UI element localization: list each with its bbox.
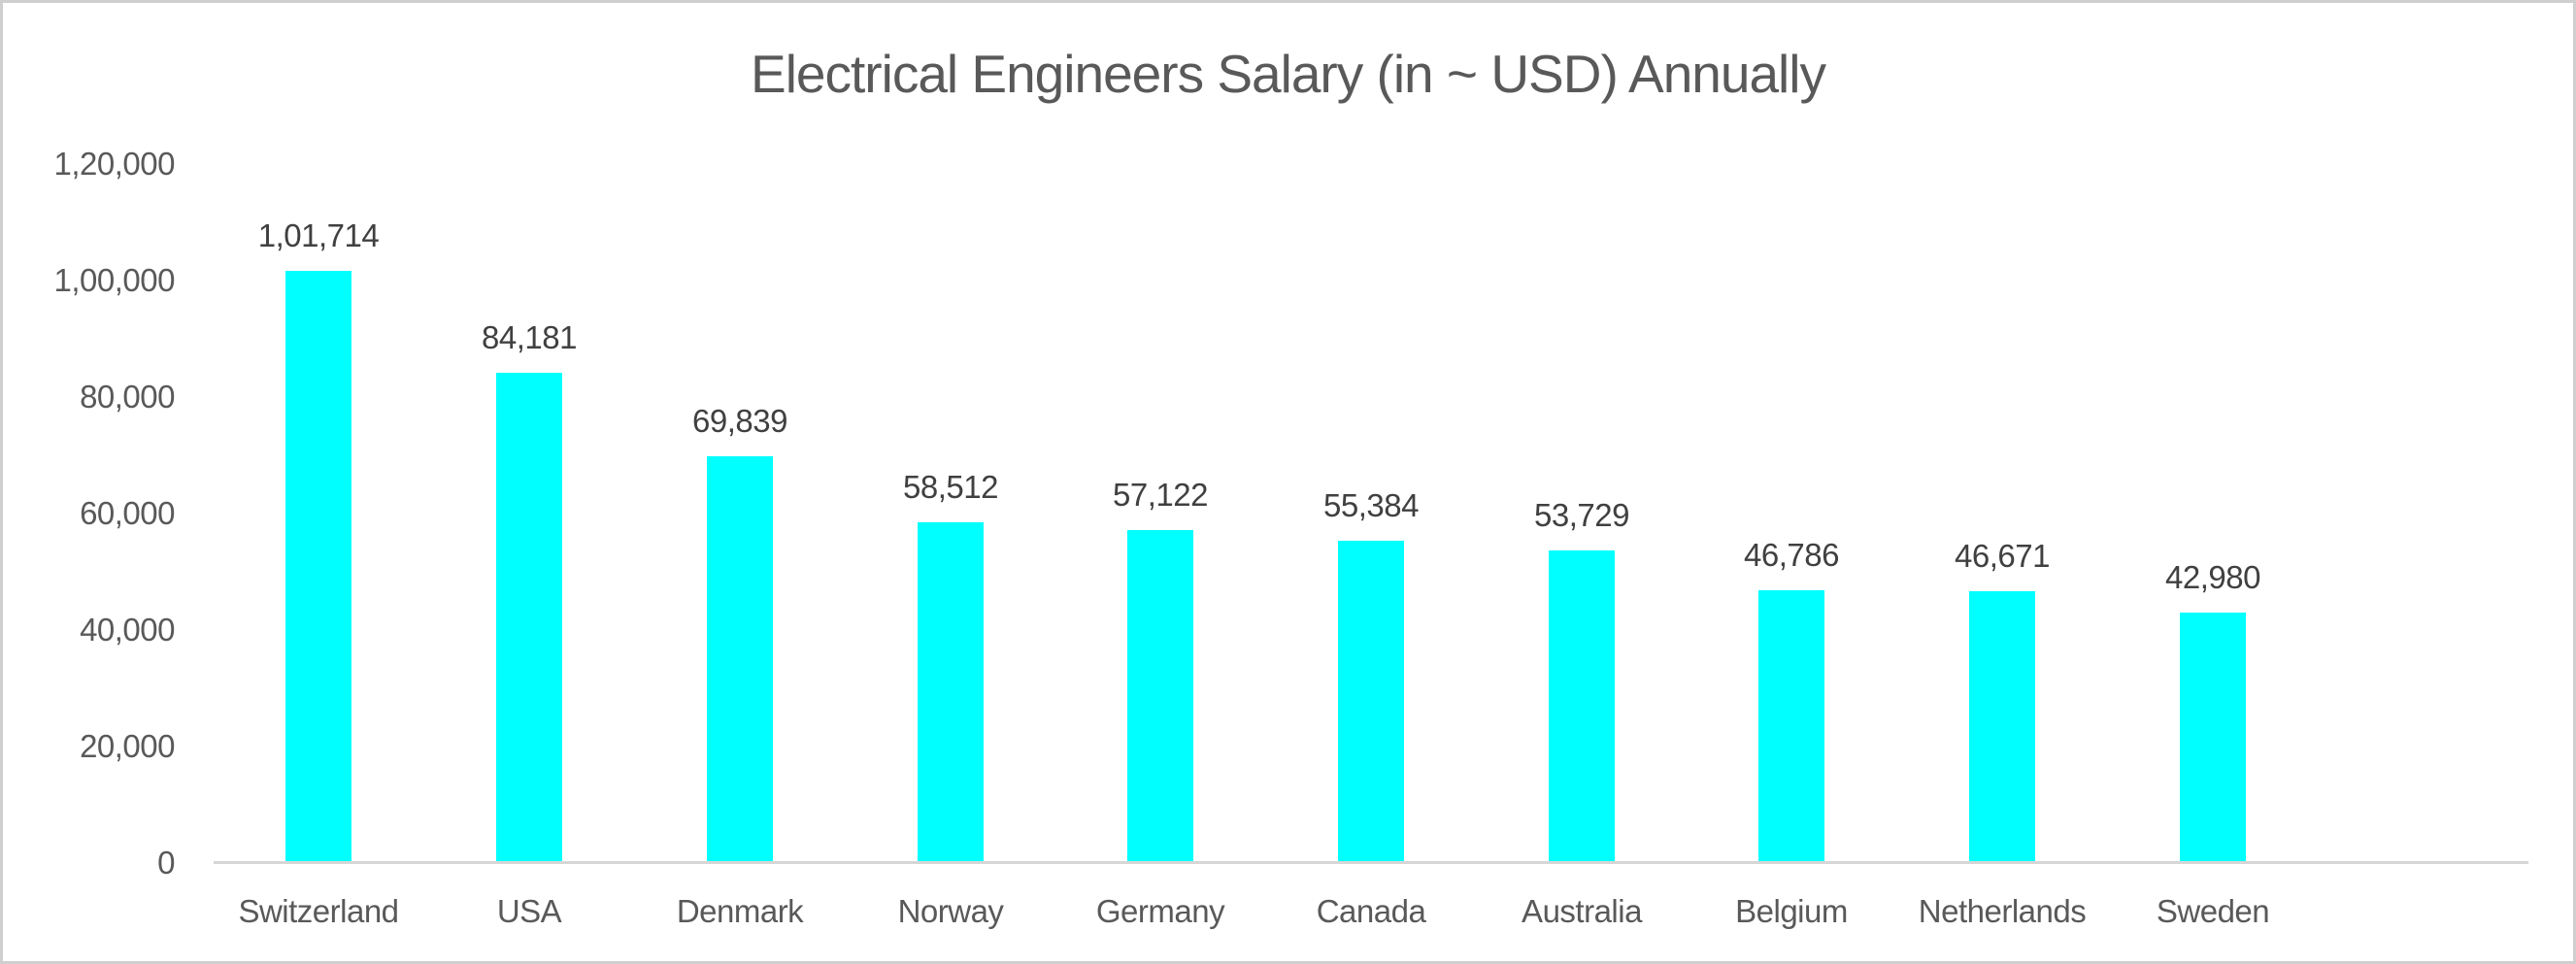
- data-label-netherlands: 46,671: [1955, 538, 2050, 574]
- bar-denmark: [707, 456, 773, 861]
- y-axis-tick-label-60000: 60,000: [80, 495, 175, 531]
- y-axis-tick-label-80000: 80,000: [80, 379, 175, 415]
- bar-netherlands: [1969, 591, 2035, 861]
- y-axis-tick-label-40000: 40,000: [80, 612, 175, 648]
- category-label-australia: Australia: [1522, 893, 1642, 929]
- data-label-belgium: 46,786: [1744, 537, 1839, 573]
- data-label-norway: 58,512: [903, 469, 998, 505]
- bar-usa: [496, 373, 562, 861]
- bar-germany: [1127, 530, 1193, 861]
- data-label-sweden: 42,980: [2165, 559, 2260, 595]
- y-axis-tick-label-0: 0: [157, 845, 175, 881]
- category-label-germany: Germany: [1095, 893, 1225, 929]
- category-label-netherlands: Netherlands: [1918, 893, 2087, 929]
- x-axis-line: [214, 861, 2528, 864]
- category-label-denmark: Denmark: [676, 893, 804, 929]
- category-label-belgium: Belgium: [1735, 893, 1848, 929]
- data-label-germany: 57,122: [1113, 477, 1208, 513]
- category-label-norway: Norway: [897, 893, 1004, 929]
- bar-switzerland: [285, 271, 351, 861]
- bar-norway: [918, 522, 984, 861]
- data-label-usa: 84,181: [482, 319, 577, 355]
- bar-canada: [1338, 541, 1404, 861]
- category-label-usa: USA: [496, 893, 562, 929]
- data-label-australia: 53,729: [1534, 497, 1629, 533]
- chart-title: Electrical Engineers Salary (in ~ USD) A…: [751, 44, 1826, 104]
- category-label-switzerland: Switzerland: [238, 893, 399, 929]
- bar-sweden: [2180, 613, 2246, 861]
- category-label-canada: Canada: [1316, 893, 1426, 929]
- data-label-denmark: 69,839: [692, 403, 787, 439]
- y-axis-tick-label-100000: 1,00,000: [53, 262, 176, 298]
- bar-belgium: [1758, 590, 1824, 861]
- data-label-canada: 55,384: [1323, 487, 1419, 523]
- category-label-sweden: Sweden: [2156, 893, 2270, 929]
- data-label-switzerland: 1,01,714: [257, 217, 380, 253]
- y-axis-tick-label-120000: 1,20,000: [53, 146, 176, 182]
- bar-australia: [1549, 550, 1615, 861]
- y-axis-tick-label-20000: 20,000: [80, 728, 175, 764]
